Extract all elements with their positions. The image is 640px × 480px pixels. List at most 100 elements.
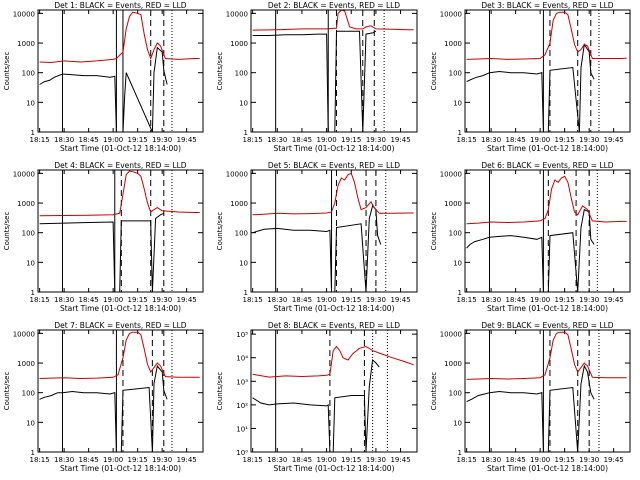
x-axis-label: Start Time (01-Oct-12 18:14:00): [487, 304, 608, 313]
chart-title: Det 4: BLACK = Events, RED = LLD: [54, 161, 186, 170]
x-axis-label: Start Time (01-Oct-12 18:14:00): [487, 144, 608, 153]
y-axis-label: Counts/sec: [216, 372, 224, 411]
x-tick-label: 19:30: [579, 296, 599, 304]
events-series-line: [466, 364, 595, 452]
y-tick-label: 1000: [17, 40, 35, 48]
events-series-line: [39, 46, 168, 132]
x-tick-label: 19:00: [103, 296, 123, 304]
events-series-line: [252, 204, 382, 292]
x-tick-label: 19:30: [579, 456, 599, 464]
y-tick-label: 10000: [226, 10, 248, 18]
lld-series-line: [466, 175, 627, 225]
x-tick-label: 18:30: [267, 136, 287, 144]
y-tick-label: 10⁰: [236, 449, 248, 457]
x-tick-label: 18:15: [457, 296, 477, 304]
x-tick-label: 19:45: [604, 296, 624, 304]
events-series-line: [252, 359, 380, 452]
y-tick-label: 100: [235, 70, 248, 78]
x-tick-label: 18:15: [30, 136, 50, 144]
y-tick-label: 1000: [17, 200, 35, 208]
x-tick-label: 19:30: [366, 456, 386, 464]
x-tick-label: 18:15: [243, 296, 263, 304]
y-tick-label: 1000: [444, 200, 462, 208]
lld-series-line: [39, 170, 200, 217]
lld-series-line: [252, 172, 414, 216]
y-tick-label: 1: [458, 289, 462, 297]
lld-series-line: [39, 331, 200, 380]
x-tick-label: 18:30: [54, 296, 74, 304]
plot-frame: [250, 169, 418, 293]
x-axis-label: Start Time (01-Oct-12 18:14:00): [60, 304, 181, 313]
x-tick-label: 18:45: [506, 456, 526, 464]
x-tick-label: 19:45: [390, 136, 410, 144]
x-tick-label: 19:00: [530, 456, 550, 464]
x-tick-label: 19:15: [555, 456, 575, 464]
x-axis-label: Start Time (01-Oct-12 18:14:00): [487, 464, 608, 473]
y-tick-label: 100: [449, 70, 462, 78]
y-tick-label: 10000: [13, 330, 35, 338]
panel-det-1: 18:15 18:30 18:45 19:00 19:15 19:30 19:45 1 10 10…: [3, 1, 204, 153]
x-tick-label: 18:30: [481, 456, 501, 464]
panel-det-5: 18:15 18:30 18:45 19:00 19:15 19:30 19:45 1 10 10…: [216, 161, 418, 313]
chart-title: Det 9: BLACK = Events, RED = LLD: [481, 321, 613, 330]
x-tick-label: 19:15: [341, 296, 361, 304]
y-tick-label: 100: [235, 230, 248, 238]
y-axis-label: Counts/sec: [430, 52, 438, 91]
y-tick-label: 10000: [13, 10, 35, 18]
y-tick-label: 10: [26, 99, 35, 107]
x-tick-label: 19:30: [152, 296, 172, 304]
x-tick-label: 19:00: [530, 136, 550, 144]
y-tick-label: 1000: [17, 360, 35, 368]
y-axis-label: Counts/sec: [216, 212, 224, 251]
y-axis-label: Counts/sec: [216, 52, 224, 91]
x-tick-label: 19:30: [152, 136, 172, 144]
plot-frame: [464, 169, 631, 293]
y-tick-label: 100: [22, 230, 35, 238]
y-tick-label: 1000: [230, 40, 248, 48]
x-tick-label: 18:15: [243, 456, 263, 464]
plot-frame: [37, 169, 204, 293]
x-tick-label: 18:15: [457, 456, 477, 464]
y-tick-label: 1: [458, 129, 462, 137]
x-axis-label: Start Time (01-Oct-12 18:14:00): [273, 304, 394, 313]
x-tick-label: 18:45: [292, 296, 312, 304]
chart-title: Det 2: BLACK = Events, RED = LLD: [268, 1, 400, 10]
y-tick-label: 1: [458, 449, 462, 457]
y-tick-label: 1000: [444, 360, 462, 368]
events-series-line: [466, 43, 595, 132]
x-tick-label: 18:15: [457, 136, 477, 144]
x-tick-label: 18:45: [79, 136, 99, 144]
lld-series-line: [252, 345, 414, 378]
x-tick-label: 18:30: [54, 456, 74, 464]
x-axis-label: Start Time (01-Oct-12 18:14:00): [60, 144, 181, 153]
lld-series-line: [39, 11, 200, 64]
y-tick-label: 10⁵: [236, 331, 248, 339]
x-tick-label: 18:15: [30, 456, 50, 464]
x-tick-label: 19:00: [530, 296, 550, 304]
x-tick-label: 18:30: [267, 296, 287, 304]
y-tick-label: 10000: [226, 170, 248, 178]
plot-frame: [37, 329, 204, 453]
y-tick-label: 10¹: [236, 425, 248, 433]
y-tick-label: 10: [453, 259, 462, 267]
x-tick-label: 18:45: [292, 136, 312, 144]
chart-title: Det 1: BLACK = Events, RED = LLD: [54, 1, 186, 10]
y-tick-label: 1000: [230, 200, 248, 208]
x-tick-label: 18:30: [481, 296, 501, 304]
x-tick-label: 19:45: [604, 456, 624, 464]
plot-frame: [464, 9, 631, 133]
x-tick-label: 18:45: [506, 296, 526, 304]
x-tick-label: 19:00: [103, 136, 123, 144]
y-tick-label: 10: [453, 99, 462, 107]
y-tick-label: 1: [244, 129, 248, 137]
x-tick-label: 19:00: [317, 296, 337, 304]
panel-det-4: 18:15 18:30 18:45 19:00 19:15 19:30 19:45 1 10 10…: [3, 161, 204, 313]
x-tick-label: 19:15: [341, 136, 361, 144]
x-tick-label: 19:30: [152, 456, 172, 464]
x-tick-label: 19:45: [604, 136, 624, 144]
y-tick-label: 10: [453, 419, 462, 427]
x-tick-label: 19:45: [177, 136, 197, 144]
y-axis-label: Counts/sec: [3, 212, 11, 251]
chart-title: Det 5: BLACK = Events, RED = LLD: [268, 161, 400, 170]
plot-frame: [37, 9, 204, 133]
